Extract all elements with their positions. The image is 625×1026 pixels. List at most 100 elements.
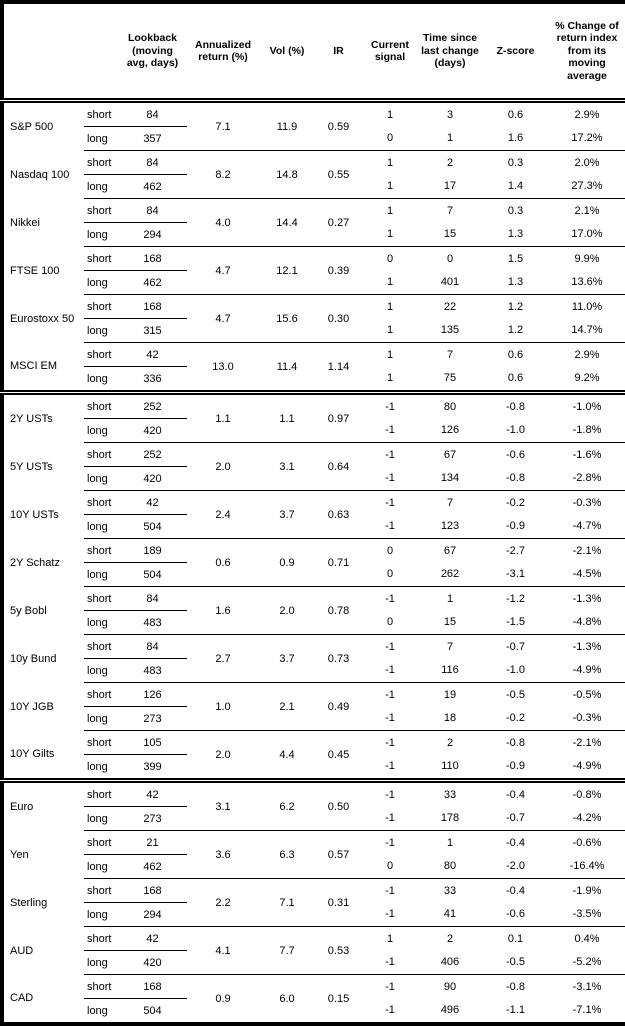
asset-row-short: Nasdaq 100 short 84 8.2 14.8 0.55 1 2 0.3 2.0%	[2, 150, 625, 199]
vol-cell: 6.3	[259, 830, 315, 879]
asset-row-long: long 273 -1 18 -0.2 -0.3%	[2, 706, 625, 731]
zscore-cell: -1.0	[482, 418, 549, 443]
annualized-return-cell: 2.4	[187, 490, 259, 539]
lookback-cell: 462	[118, 270, 187, 295]
annualized-return-cell: 4.7	[187, 246, 259, 295]
pct-change-cell: -1.3%	[549, 586, 625, 611]
signal-cell: -1	[362, 998, 418, 1024]
horizon-cell: short	[84, 926, 118, 951]
header-lookback: Lookback (moving avg, days)	[118, 2, 187, 103]
ir-cell: 0.59	[315, 98, 362, 151]
time-since-cell: 126	[418, 418, 482, 443]
header-vol: Vol (%)	[259, 2, 315, 103]
pct-change-cell: -4.5%	[549, 562, 625, 587]
pct-change-cell: -1.0%	[549, 390, 625, 419]
zscore-cell: 1.5	[482, 246, 549, 271]
asset-row-short: Nikkei short 84 4.0 14.4 0.27 1 7 0.3 2.1%	[2, 198, 625, 247]
pct-change-cell: 2.9%	[549, 98, 625, 127]
lookback-cell: 273	[118, 706, 187, 731]
lookback-cell: 483	[118, 610, 187, 635]
signal-cell: -1	[362, 706, 418, 731]
time-since-cell: 80	[418, 854, 482, 879]
horizon-cell: short	[84, 586, 118, 611]
asset-name-cell: 10Y JGB	[2, 682, 84, 731]
zscore-cell: 0.6	[482, 366, 549, 393]
horizon-cell: short	[84, 198, 118, 223]
zscore-cell: -0.9	[482, 514, 549, 539]
zscore-cell: -0.8	[482, 730, 549, 755]
vol-cell: 12.1	[259, 246, 315, 295]
horizon-cell: long	[84, 610, 118, 635]
signal-cell: -1	[362, 466, 418, 491]
lookback-cell: 273	[118, 806, 187, 831]
asset-name-cell: 2Y Schatz	[2, 538, 84, 587]
annualized-return-cell: 4.0	[187, 198, 259, 247]
signal-cell: -1	[362, 634, 418, 659]
time-since-cell: 67	[418, 538, 482, 563]
time-since-cell: 3	[418, 98, 482, 127]
lookback-cell: 420	[118, 466, 187, 491]
pct-change-cell: 17.2%	[549, 126, 625, 151]
signal-cell: -1	[362, 586, 418, 611]
time-since-cell: 33	[418, 878, 482, 903]
pct-change-cell: -4.9%	[549, 754, 625, 781]
horizon-cell: short	[84, 974, 118, 999]
horizon-cell: short	[84, 246, 118, 271]
vol-cell: 2.0	[259, 586, 315, 635]
asset-row-long: long 357 0 1 1.6 17.2%	[2, 126, 625, 151]
lookback-cell: 420	[118, 950, 187, 975]
time-since-cell: 2	[418, 926, 482, 951]
time-since-cell: 0	[418, 246, 482, 271]
asset-name-cell: Eurostoxx 50	[2, 294, 84, 343]
signal-cell: -1	[362, 974, 418, 999]
asset-name-cell: AUD	[2, 926, 84, 975]
asset-name-cell: Sterling	[2, 878, 84, 927]
signal-cell: -1	[362, 490, 418, 515]
vol-cell: 3.1	[259, 442, 315, 491]
asset-name-cell: Nasdaq 100	[2, 150, 84, 199]
pct-change-cell: -4.7%	[549, 514, 625, 539]
lookback-cell: 42	[118, 778, 187, 807]
annualized-return-cell: 4.7	[187, 294, 259, 343]
time-since-cell: 90	[418, 974, 482, 999]
time-since-cell: 135	[418, 318, 482, 343]
asset-row-short: 10Y JGB short 126 1.0 2.1 0.49 -1 19 -0.5 -0.5%	[2, 682, 625, 731]
asset-row-long: long 504 -1 123 -0.9 -4.7%	[2, 514, 625, 539]
header-current-signal: Current signal	[362, 2, 418, 103]
vol-cell: 11.4	[259, 342, 315, 393]
zscore-cell: -0.6	[482, 902, 549, 927]
horizon-cell: long	[84, 126, 118, 151]
horizon-cell: long	[84, 418, 118, 443]
horizon-cell: long	[84, 950, 118, 975]
lookback-cell: 252	[118, 390, 187, 419]
pct-change-cell: -3.1%	[549, 974, 625, 999]
asset-row-long: long 504 0 262 -3.1 -4.5%	[2, 562, 625, 587]
time-since-cell: 7	[418, 342, 482, 367]
time-since-cell: 123	[418, 514, 482, 539]
time-since-cell: 2	[418, 150, 482, 175]
signal-cell: -1	[362, 514, 418, 539]
pct-change-cell: 27.3%	[549, 174, 625, 199]
asset-row-long: long 336 1 75 0.6 9.2%	[2, 366, 625, 393]
asset-row-long: long 273 -1 178 -0.7 -4.2%	[2, 806, 625, 831]
asset-name-cell: FTSE 100	[2, 246, 84, 295]
pct-change-cell: 9.9%	[549, 246, 625, 271]
time-since-cell: 1	[418, 830, 482, 855]
asset-row-long: long 420 -1 126 -1.0 -1.8%	[2, 418, 625, 443]
asset-row-short: 5y Bobl short 84 1.6 2.0 0.78 -1 1 -1.2 -1.3%	[2, 586, 625, 635]
signal-cell: 0	[362, 610, 418, 635]
lookback-cell: 126	[118, 682, 187, 707]
signal-cell: -1	[362, 442, 418, 467]
signal-cell: -1	[362, 806, 418, 831]
time-since-cell: 401	[418, 270, 482, 295]
lookback-cell: 504	[118, 998, 187, 1024]
asset-row-long: long 420 -1 406 -0.5 -5.2%	[2, 950, 625, 975]
ir-cell: 0.63	[315, 490, 362, 539]
lookback-cell: 168	[118, 294, 187, 319]
time-since-cell: 1	[418, 586, 482, 611]
lookback-cell: 504	[118, 562, 187, 587]
vol-cell: 15.6	[259, 294, 315, 343]
asset-name-cell: CAD	[2, 974, 84, 1024]
lookback-cell: 168	[118, 246, 187, 271]
annualized-return-cell: 1.0	[187, 682, 259, 731]
